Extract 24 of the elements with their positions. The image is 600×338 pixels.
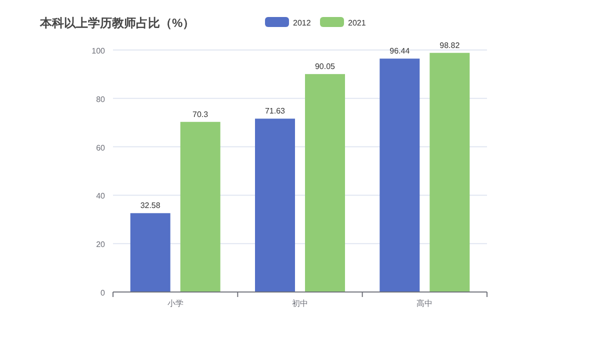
bar xyxy=(430,52,470,292)
data-label: 71.63 xyxy=(264,106,286,116)
legend-label: 2021 xyxy=(348,18,366,28)
data-label: 98.82 xyxy=(440,40,460,50)
bar xyxy=(305,74,345,292)
y-tick-label: 0 xyxy=(100,288,106,298)
bar xyxy=(180,122,220,292)
data-label: 96.44 xyxy=(390,46,410,56)
y-tick-label: 40 xyxy=(96,192,106,201)
bar xyxy=(255,118,295,292)
x-tick-label: 初中 xyxy=(292,299,308,308)
bar xyxy=(130,213,170,292)
y-tick-label: 20 xyxy=(96,240,106,250)
y-tick-label: 60 xyxy=(96,143,106,152)
data-label: 90.05 xyxy=(314,62,336,72)
y-tick-label: 80 xyxy=(96,94,106,104)
x-tick-label: 高中 xyxy=(416,299,433,308)
chart-title: 本科以上学历教师占比（%） xyxy=(39,16,195,30)
y-tick-label: 100 xyxy=(92,46,106,56)
data-label: 70.3 xyxy=(192,110,209,119)
legend-label: 2012 xyxy=(293,18,312,28)
bar xyxy=(380,58,420,292)
data-label: 32.58 xyxy=(140,201,161,210)
x-tick-label: 小学 xyxy=(167,299,184,308)
